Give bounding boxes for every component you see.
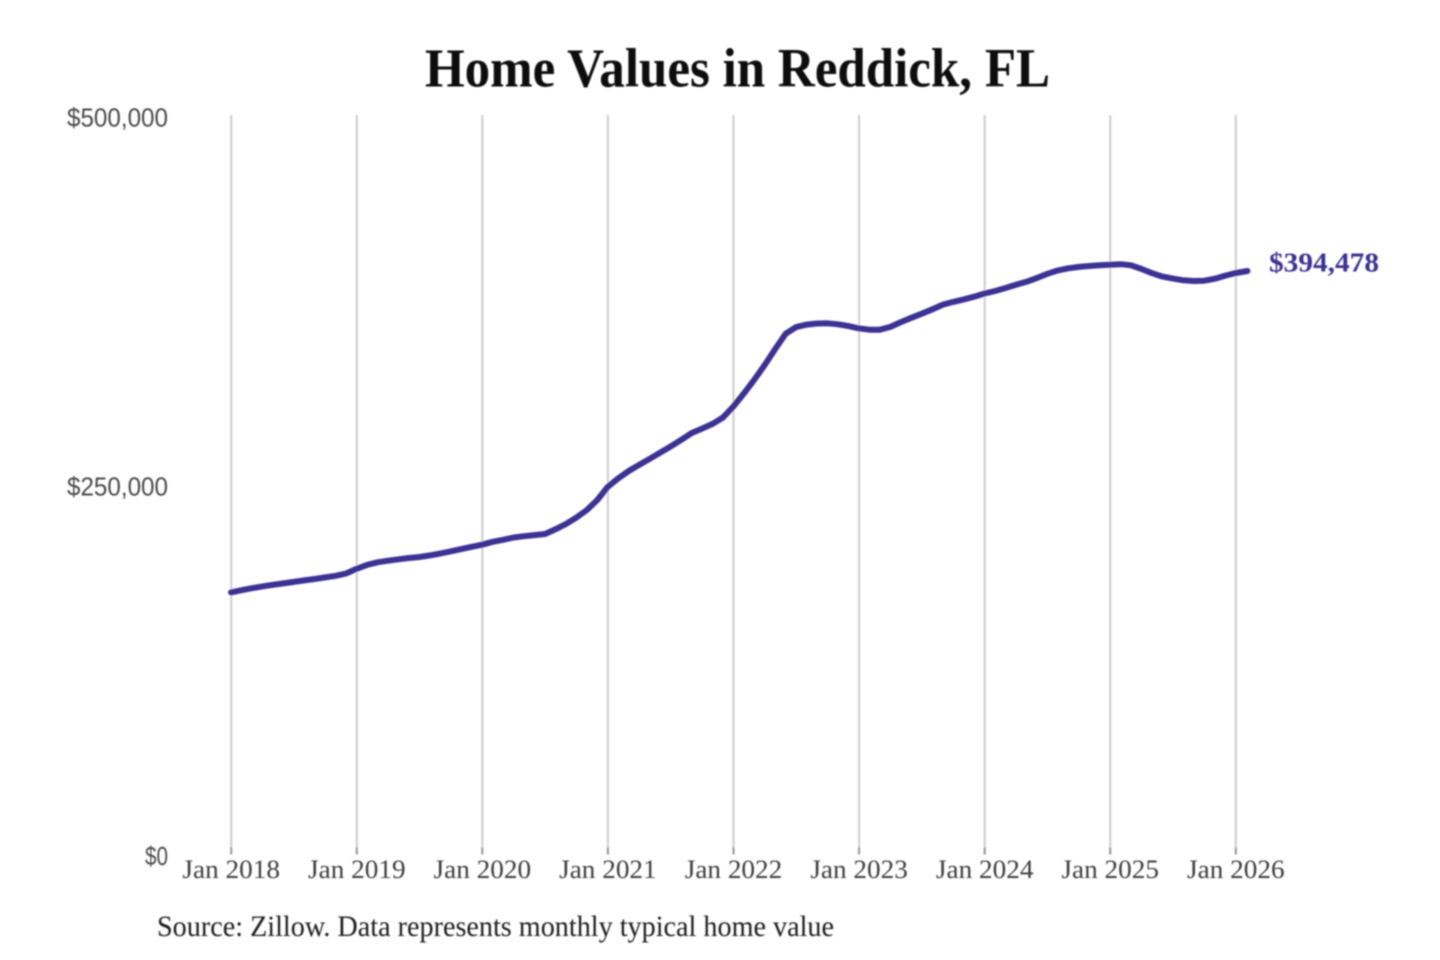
- svg-text:Home Values in Reddick, FL: Home Values in Reddick, FL: [425, 38, 1050, 99]
- svg-text:Source: Zillow. Data represent: Source: Zillow. Data represents monthly …: [157, 911, 834, 943]
- svg-text:$250,000: $250,000: [67, 472, 168, 502]
- svg-text:$500,000: $500,000: [67, 102, 168, 132]
- svg-text:Jan 2026: Jan 2026: [1187, 854, 1285, 884]
- svg-text:Jan 2022: Jan 2022: [685, 854, 783, 884]
- svg-text:Jan 2023: Jan 2023: [810, 854, 908, 884]
- svg-text:$394,478: $394,478: [1269, 248, 1379, 278]
- svg-text:Jan 2019: Jan 2019: [308, 854, 406, 884]
- svg-text:Jan 2024: Jan 2024: [936, 854, 1034, 884]
- svg-text:Jan 2021: Jan 2021: [559, 854, 657, 884]
- svg-text:Jan 2025: Jan 2025: [1061, 854, 1159, 884]
- svg-text:Jan 2020: Jan 2020: [434, 854, 532, 884]
- svg-text:Jan 2018: Jan 2018: [182, 854, 280, 884]
- svg-text:$0: $0: [145, 841, 168, 871]
